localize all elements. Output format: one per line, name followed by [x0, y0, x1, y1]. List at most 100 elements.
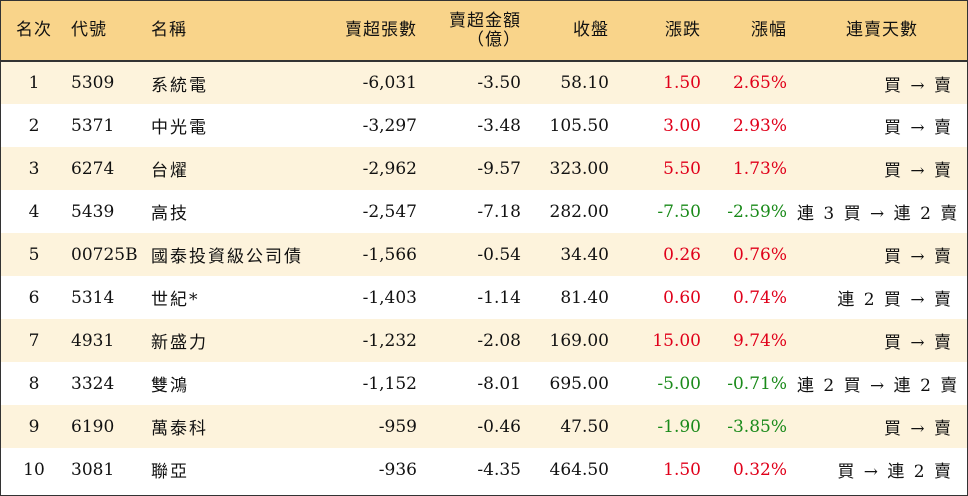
cell-net-sell-volume: -1,566	[362, 244, 417, 265]
cell-net-sell-amount: -0.46	[477, 416, 521, 437]
cell-change-pct: -0.71%	[727, 373, 787, 394]
table-row: 9 6190 萬泰科 -959 -0.46 47.50 -1.90 -3.85% 買 → 賣	[1, 405, 967, 448]
cell-code: 5439	[71, 201, 115, 222]
cell-close: 34.40	[560, 244, 609, 265]
cell-net-sell-amount: -2.08	[477, 330, 521, 351]
cell-code: 5314	[71, 287, 115, 308]
table-row: 1 5309 系統電 -6,031 -3.50 58.10 1.50 2.65% 買 → 賣	[1, 61, 967, 104]
cell-name: 聯亞	[151, 462, 189, 482]
header-streak: 連賣天數	[797, 1, 967, 62]
cell-change-pct: -3.85%	[727, 416, 787, 437]
cell-streak: 買 → 賣	[883, 75, 953, 96]
table-body: 1 5309 系統電 -6,031 -3.50 58.10 1.50 2.65% 買 → 賣 2 5…	[1, 61, 967, 491]
cell-change-pct: 1.73%	[732, 158, 787, 179]
cell-change-pct: 9.74%	[732, 330, 787, 351]
cell-net-sell-volume: -3,297	[362, 115, 417, 136]
cell-change: 5.50	[663, 158, 701, 179]
cell-streak: 買 → 賣	[883, 161, 953, 181]
cell-net-sell-volume: -1,403	[362, 287, 417, 308]
cell-close: 169.00	[549, 330, 609, 351]
table-row: 8 3324 雙鴻 -1,152 -8.01 695.00 -5.00 -0.71% 連 2 買…	[1, 362, 967, 405]
cell-rank: 1	[28, 73, 40, 93]
header-name: 名稱	[151, 1, 331, 62]
cell-rank: 2	[28, 115, 40, 136]
cell-close: 282.00	[549, 201, 609, 222]
cell-change: 3.00	[663, 115, 701, 136]
cell-code: 5309	[71, 73, 115, 93]
cell-change: 1.50	[663, 459, 701, 480]
header-net-sell-amount: 賣超金額 （億）	[425, 1, 527, 62]
cell-streak: 買 → 連 2 賣	[837, 462, 953, 482]
table-row: 4 5439 高技 -2,547 -7.18 282.00 -7.50 -2.59% 連 3 買…	[1, 190, 967, 233]
cell-close: 105.50	[549, 115, 609, 136]
cell-net-sell-amount: -9.57	[477, 158, 521, 179]
cell-change: -1.90	[657, 416, 701, 437]
cell-net-sell-amount: -7.18	[477, 201, 521, 222]
cell-code: 5371	[71, 115, 115, 136]
cell-streak: 買 → 賣	[883, 247, 953, 267]
cell-code: 3081	[71, 459, 115, 480]
cell-net-sell-volume: -936	[378, 459, 417, 480]
header-code: 代號	[67, 1, 151, 62]
table-row: 5 00725B 國泰投資級公司債 -1,566 -0.54 34.40 0.26 0.76%…	[1, 233, 967, 276]
cell-change: -7.50	[657, 201, 701, 222]
cell-change: 0.26	[663, 244, 701, 265]
table-row: 10 3081 聯亞 -936 -4.35 464.50 1.50 0.32% 買 → 連 2 …	[1, 448, 967, 491]
header-net-sell-amount-line1: 賣超金額	[449, 10, 521, 31]
header-rank: 名次	[1, 1, 67, 62]
cell-net-sell-volume: -2,962	[362, 158, 417, 179]
cell-name: 台燿	[151, 161, 189, 181]
cell-code: 00725B	[71, 244, 138, 265]
cell-net-sell-amount: -3.50	[477, 73, 521, 93]
cell-close: 695.00	[549, 373, 609, 394]
cell-name: 中光電	[151, 118, 208, 138]
table-row: 7 4931 新盛力 -1,232 -2.08 169.00 15.00 9.74% 買 → 賣	[1, 319, 967, 362]
cell-net-sell-volume: -1,232	[362, 330, 417, 351]
cell-net-sell-volume: -2,547	[362, 201, 417, 222]
cell-change-pct: 2.93%	[732, 115, 787, 136]
cell-close: 323.00	[549, 158, 609, 179]
cell-close: 58.10	[560, 73, 609, 93]
table-row: 6 5314 世紀* -1,403 -1.14 81.40 0.60 0.74% 連 2 買 →…	[1, 276, 967, 319]
cell-streak: 買 → 賣	[883, 419, 953, 439]
cell-close: 81.40	[560, 287, 609, 308]
cell-name: 萬泰科	[151, 419, 208, 439]
cell-name: 雙鴻	[151, 376, 189, 396]
cell-name: 新盛力	[151, 333, 208, 353]
cell-net-sell-amount: -3.48	[477, 115, 521, 136]
cell-name: 國泰投資級公司債	[151, 247, 303, 267]
header-change-pct: 漲幅	[707, 1, 797, 62]
cell-change-pct: 0.74%	[732, 287, 787, 308]
cell-change: 15.00	[652, 330, 701, 351]
cell-change-pct: 2.65%	[732, 73, 787, 93]
cell-net-sell-volume: -6,031	[362, 73, 417, 93]
cell-change-pct: -2.59%	[727, 201, 787, 222]
table-row: 2 5371 中光電 -3,297 -3.48 105.50 3.00 2.93% 買 → 賣	[1, 104, 967, 147]
cell-net-sell-amount: -4.35	[477, 459, 521, 480]
cell-streak: 買 → 賣	[883, 118, 953, 138]
header-change: 漲跌	[617, 1, 707, 62]
table-row: 3 6274 台燿 -2,962 -9.57 323.00 5.50 1.73% 買 → 賣	[1, 147, 967, 190]
header-net-sell-amount-line2: （億）	[467, 29, 521, 50]
cell-streak: 連 2 買 → 賣	[837, 290, 953, 310]
cell-change: 0.60	[663, 287, 701, 308]
cell-net-sell-volume: -1,152	[362, 373, 417, 394]
cell-rank: 9	[28, 416, 40, 437]
cell-streak: 連 2 買 → 連 2 賣	[797, 376, 960, 396]
cell-name: 世紀*	[151, 290, 200, 310]
table-header-row: 名次 代號 名稱 賣超張數 賣超金額 （億） 收盤 漲跌 漲幅 連賣天數	[1, 1, 967, 62]
cell-name: 系統電	[151, 75, 208, 96]
cell-close: 47.50	[560, 416, 609, 437]
cell-rank: 5	[28, 244, 40, 265]
cell-rank: 6	[28, 287, 40, 308]
cell-rank: 4	[28, 201, 40, 222]
cell-code: 4931	[71, 330, 115, 351]
cell-rank: 8	[28, 373, 40, 394]
header-close: 收盤	[527, 1, 617, 62]
cell-net-sell-amount: -8.01	[477, 373, 521, 394]
cell-change: -5.00	[657, 373, 701, 394]
header-net-sell-volume: 賣超張數	[331, 1, 425, 62]
cell-net-sell-amount: -0.54	[477, 244, 521, 265]
